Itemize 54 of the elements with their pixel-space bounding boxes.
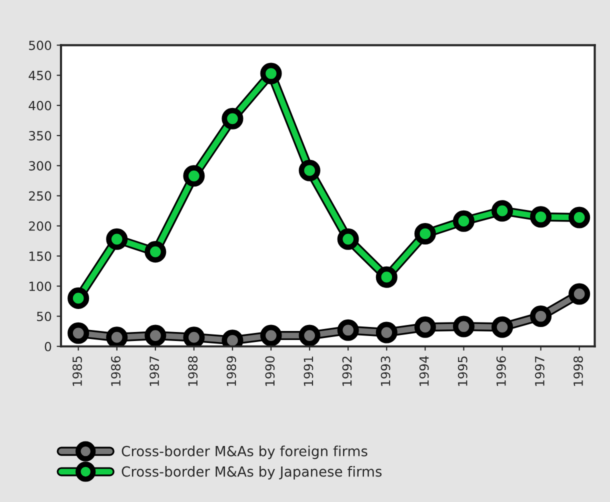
y-tick-label: 350 xyxy=(29,131,52,140)
x-tick-label: 1988 xyxy=(188,356,198,386)
point xyxy=(68,287,90,309)
x-tick-label: 1991 xyxy=(304,356,314,386)
point xyxy=(298,160,320,182)
y-tick-label: 150 xyxy=(29,251,52,261)
point xyxy=(260,62,282,84)
y-tick-label: 500 xyxy=(29,40,52,50)
x-tick-label: 1998 xyxy=(574,356,583,386)
x-tick-label: 1986 xyxy=(111,356,121,386)
point xyxy=(491,316,514,338)
x-tick-label: 1996 xyxy=(496,356,506,386)
point xyxy=(183,326,205,346)
point xyxy=(491,200,514,222)
y-tick-label: 300 xyxy=(29,161,52,171)
point xyxy=(530,206,552,228)
point xyxy=(106,326,128,346)
y-tick-label: 250 xyxy=(29,191,52,201)
point xyxy=(568,283,590,305)
legend-label: Cross-border M&As by foreign firms xyxy=(122,446,368,460)
legend-label: Cross-border M&As by Japanese firms xyxy=(122,466,382,480)
point xyxy=(452,316,474,338)
x-tick-label: 1989 xyxy=(226,356,236,386)
point xyxy=(144,241,166,263)
point xyxy=(337,228,359,250)
x-tick-label: 1997 xyxy=(534,356,544,386)
point xyxy=(222,108,244,130)
x-tick-label: 1995 xyxy=(458,356,468,386)
x-tick-label: 1994 xyxy=(419,356,429,386)
x-tick-label: 1990 xyxy=(265,356,275,386)
y-tick-label: 50 xyxy=(37,312,52,322)
x-tick-label: 1987 xyxy=(150,356,160,386)
point xyxy=(144,324,166,346)
x-tick-label: 1993 xyxy=(380,356,390,386)
point xyxy=(452,210,474,232)
point xyxy=(376,266,398,288)
y-tick-label: 0 xyxy=(44,342,52,352)
x-tick-label: 1985 xyxy=(72,356,82,386)
x-tick-label: 1992 xyxy=(342,356,352,386)
point xyxy=(414,316,436,338)
y-tick-label: 450 xyxy=(28,70,52,80)
point xyxy=(106,228,128,250)
y-tick-label: 100 xyxy=(29,282,52,292)
point xyxy=(568,206,590,228)
point xyxy=(260,324,282,346)
y-tick-label: 400 xyxy=(28,100,52,110)
point xyxy=(68,322,90,344)
point xyxy=(376,322,398,344)
point xyxy=(414,222,436,244)
point xyxy=(530,305,552,328)
point xyxy=(183,165,205,187)
y-tick-label: 200 xyxy=(29,221,52,231)
point xyxy=(337,319,359,341)
point xyxy=(298,324,320,346)
